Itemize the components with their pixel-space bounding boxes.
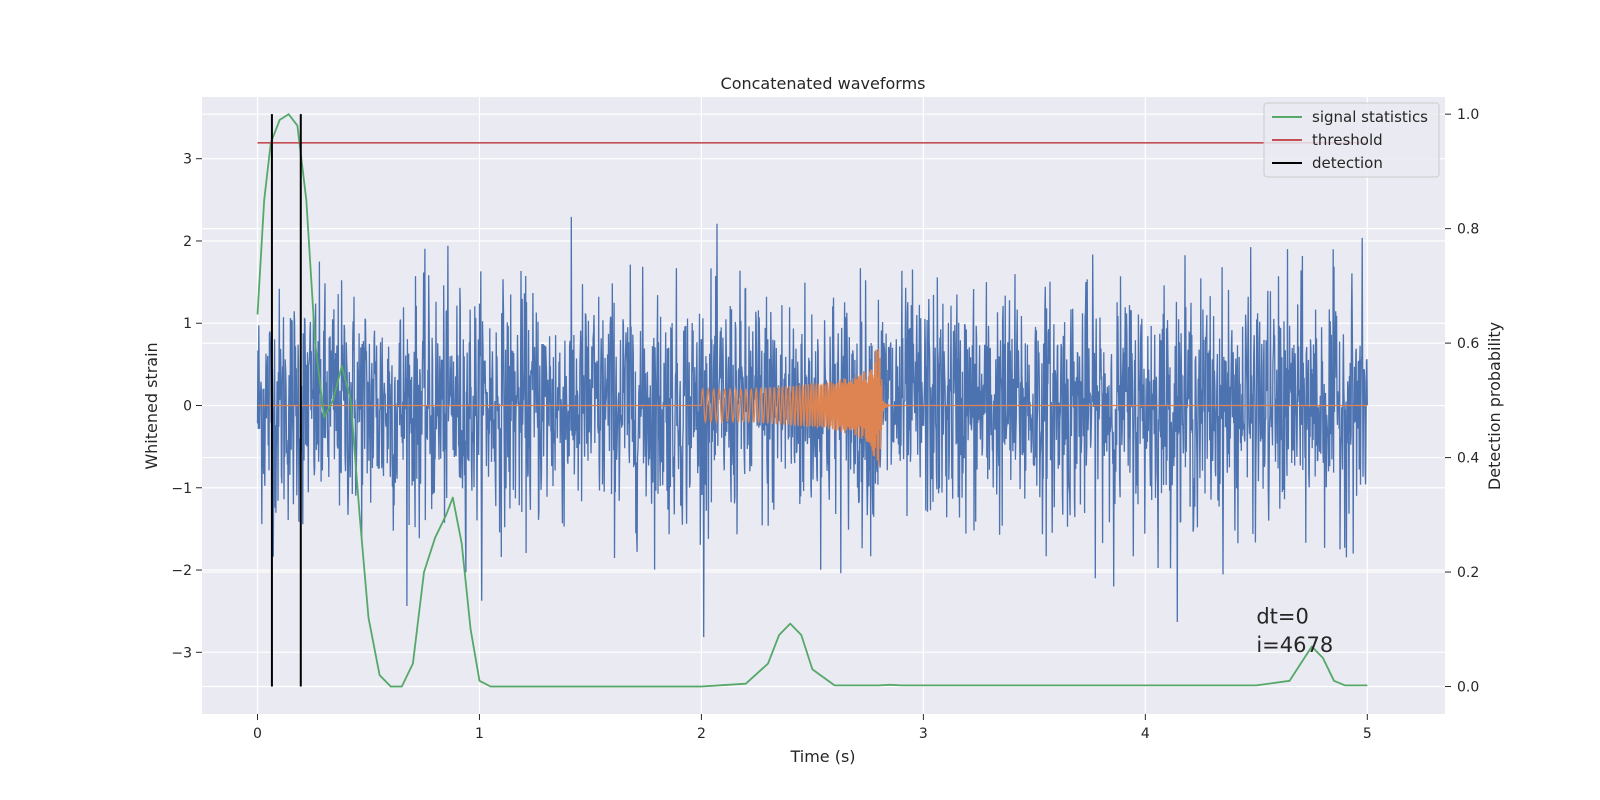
axes: 0 1 2 3 4 5 −3 −2 −1 0 1 2 3 0.0 0.2 0.4 0.6 0.8 1.0	[171, 107, 1479, 742]
y-tick-label: 2	[183, 234, 192, 250]
y-tick-label: 0	[183, 399, 192, 415]
series-signal-statistics-line	[256, 113, 1368, 688]
y-right-tick-label: 0.6	[1457, 336, 1479, 352]
legend-label-signal-statistics: signal statistics	[1312, 108, 1428, 126]
x-tick-label: 1	[475, 726, 484, 742]
annotation-text: i=4678	[1256, 633, 1333, 657]
y-tick-label: 3	[183, 152, 192, 168]
y-right-axis-label: Detection probability	[1485, 322, 1504, 490]
legend-label-threshold: threshold	[1312, 131, 1383, 149]
annotations: dt=0 i=4678	[1256, 605, 1333, 658]
y-right-tick-label: 0.4	[1457, 451, 1479, 467]
y-right-tick-label: 0.8	[1457, 222, 1479, 238]
legend-label-detection: detection	[1312, 154, 1383, 172]
y-tick-label: −1	[171, 481, 192, 497]
plot-area	[256, 113, 1368, 688]
y-right-tick-label: 0.2	[1457, 565, 1479, 581]
legend: signal statistics threshold detection	[1263, 102, 1440, 178]
x-axis-label: Time (s)	[789, 747, 855, 766]
chart-title: Concatenated waveforms	[721, 74, 926, 93]
y-right-tick-label: 1.0	[1457, 107, 1479, 123]
legend-box	[1263, 102, 1440, 178]
annotation-text: dt=0	[1256, 605, 1309, 629]
y-tick-label: −3	[171, 645, 192, 661]
x-tick-label: 2	[697, 726, 706, 742]
y-axis-label: Whitened strain	[142, 342, 161, 469]
y-tick-label: 1	[183, 316, 192, 332]
x-tick-label: 0	[253, 726, 262, 742]
x-tick-label: 5	[1363, 726, 1372, 742]
x-tick-label: 4	[1141, 726, 1150, 742]
x-tick-label: 3	[919, 726, 928, 742]
y-tick-label: −2	[171, 563, 192, 579]
y-right-tick-label: 0.0	[1457, 680, 1479, 696]
series-injected-waveform-line	[257, 348, 1368, 466]
